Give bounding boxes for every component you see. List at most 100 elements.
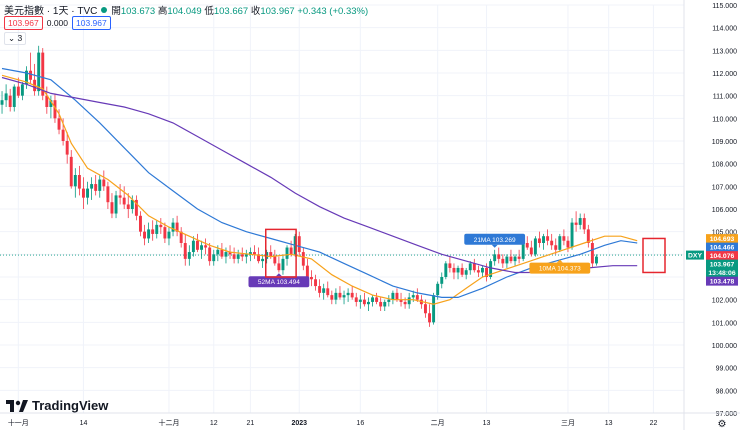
candle xyxy=(501,254,505,268)
candle xyxy=(582,213,586,234)
candle xyxy=(86,181,90,205)
candle xyxy=(301,247,305,271)
candle-body xyxy=(277,263,281,271)
candle xyxy=(387,295,391,307)
candle xyxy=(464,267,468,280)
candle xyxy=(159,218,163,234)
candle-body xyxy=(330,295,334,300)
candle xyxy=(493,249,497,266)
candle xyxy=(0,91,4,114)
candle xyxy=(537,231,541,248)
sell-button[interactable]: 103.967 xyxy=(4,16,43,30)
indicators-toggle[interactable]: ⌄ 3 xyxy=(4,32,27,45)
candle-body xyxy=(428,313,432,323)
candle-body xyxy=(118,195,122,198)
candle-body xyxy=(460,267,464,275)
candle xyxy=(371,295,375,307)
candle-body xyxy=(204,245,208,248)
price-axis-label-text: 103.478 xyxy=(710,279,735,286)
candle-body xyxy=(16,86,20,96)
candle-body xyxy=(81,188,85,198)
candle xyxy=(155,220,159,239)
candle-body xyxy=(159,224,163,228)
candle xyxy=(476,265,480,277)
candle-body xyxy=(69,156,73,187)
candle xyxy=(297,231,301,257)
candle-body xyxy=(533,238,537,255)
x-tick-label: 21 xyxy=(246,420,254,427)
gear-icon[interactable]: ⚙ xyxy=(718,419,727,430)
candle-body xyxy=(77,175,81,189)
candle-body xyxy=(326,288,330,296)
candle xyxy=(505,254,509,268)
candle-body xyxy=(143,231,147,239)
candle-body xyxy=(550,240,554,246)
candle-body xyxy=(509,256,513,262)
candle xyxy=(167,227,171,246)
buy-button[interactable]: 103.967 xyxy=(72,16,111,30)
x-tick-label: 16 xyxy=(356,420,364,427)
candle xyxy=(428,304,432,327)
price-axis-label: 103.478 xyxy=(706,276,738,286)
candle-body xyxy=(252,252,256,255)
candle-body xyxy=(269,252,273,257)
candle-body xyxy=(590,243,594,264)
ma-callout: 21MA 103.269 xyxy=(464,233,526,248)
candle xyxy=(24,66,28,89)
candle xyxy=(69,150,73,189)
candle xyxy=(350,286,354,300)
candle xyxy=(517,249,521,264)
candle-body xyxy=(354,297,358,302)
ma-callout-pointer xyxy=(275,273,282,277)
candle-body xyxy=(342,295,346,298)
candle xyxy=(200,240,204,259)
candle xyxy=(554,238,558,255)
candle-body xyxy=(57,118,61,130)
candle-body xyxy=(432,295,436,323)
candle xyxy=(90,177,94,200)
candle xyxy=(533,236,537,257)
candle xyxy=(130,195,134,214)
candle-body xyxy=(444,263,448,277)
candle-body xyxy=(297,236,301,253)
y-tick-label: 106.000 xyxy=(712,207,737,214)
x-tick-label: 13 xyxy=(605,420,613,427)
x-tick-label: 2023 xyxy=(291,420,307,427)
candle-body xyxy=(195,240,199,250)
candle-body xyxy=(208,247,212,262)
candle xyxy=(220,243,224,259)
candle-body xyxy=(37,52,41,92)
symbol-tag: DXY xyxy=(686,250,704,260)
candle xyxy=(94,175,98,196)
candle xyxy=(362,292,366,307)
candle xyxy=(171,218,175,237)
candle-body xyxy=(562,236,566,241)
candle xyxy=(594,254,598,266)
candle-body xyxy=(4,93,8,101)
tradingview-logo[interactable]: TradingView xyxy=(6,398,108,413)
candle-body xyxy=(20,84,24,96)
candle xyxy=(195,233,199,253)
symbol-title[interactable]: 美元指數 · 1天 · TVC xyxy=(4,6,98,17)
candle xyxy=(236,249,240,264)
brand-name: TradingView xyxy=(32,398,109,413)
candle-body xyxy=(566,240,570,248)
candle xyxy=(440,272,444,289)
x-tick-label: 22 xyxy=(650,420,658,427)
candle-body xyxy=(594,256,598,264)
candle-body xyxy=(200,245,204,250)
candle xyxy=(126,193,130,219)
candle xyxy=(143,224,147,246)
candle-body xyxy=(86,188,90,198)
y-tick-label: 111.000 xyxy=(713,94,737,101)
candle-body xyxy=(456,267,460,273)
candle-body xyxy=(212,254,216,262)
candle-body xyxy=(138,215,142,232)
ma-callout-label: 10MA 104.373 xyxy=(539,266,581,273)
candle-body xyxy=(570,222,574,248)
candle xyxy=(480,265,484,277)
candle xyxy=(138,211,142,237)
candle-body xyxy=(261,258,265,262)
candle xyxy=(191,236,195,257)
